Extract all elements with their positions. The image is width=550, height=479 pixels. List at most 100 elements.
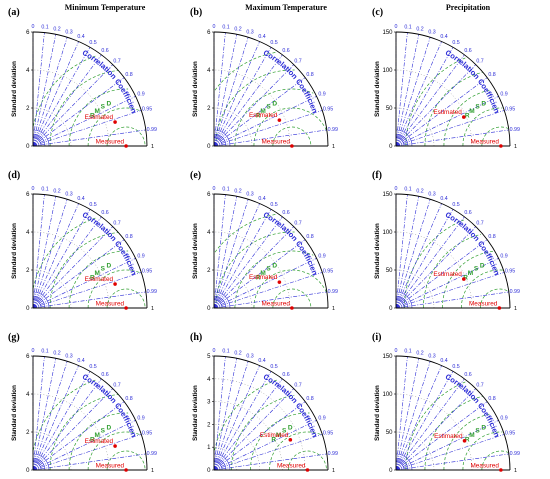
y-axis-label: Standard deviation: [374, 61, 381, 117]
rmsd-arc: [68, 412, 129, 471]
correlation-ray: [213, 371, 272, 471]
rmsd-label-char: R: [256, 275, 261, 282]
rmsd-arc: [215, 231, 295, 309]
correlation-tick: 0.95: [142, 269, 152, 275]
rmsd-label-char: R: [463, 275, 468, 282]
correlation-tick: 0.7: [476, 382, 483, 388]
corr-one-label: 1: [332, 468, 335, 474]
rmsd-label-char: S: [475, 428, 480, 435]
correlation-ray: [395, 64, 477, 147]
correlation-tick: 0.5: [270, 40, 277, 46]
rmsd-label-char: M: [95, 270, 100, 277]
correlation-tick: 0.9: [137, 416, 144, 422]
y-tick-label: 6: [207, 30, 211, 36]
correlation-tick: 0.5: [452, 364, 459, 370]
correlation-title: Correlation Coefficient: [0, 0, 502, 277]
correlation-ray: [213, 41, 260, 147]
panel-label: (e): [190, 170, 201, 181]
correlation-ray: [32, 47, 91, 147]
y-tick-label: 0: [26, 468, 30, 474]
correlation-ray: [213, 291, 327, 309]
y-tick-label: 6: [207, 192, 211, 198]
correlation-ray: [395, 110, 505, 147]
rmsd-label-char: M: [260, 108, 265, 115]
correlation-tick: 0.3: [246, 30, 253, 36]
origin-arc: [213, 291, 231, 309]
std-arc: [213, 401, 283, 471]
rmsd-arc: [442, 250, 494, 309]
correlation-tick: 0.1: [404, 187, 411, 193]
correlation-ray: [395, 216, 465, 309]
taylor-panel: (f) 0 0.1 0.2 0.3 0.4 0.5 0.6 0.7 0.8 0.9 0.95 0.99 0…: [0, 0, 520, 312]
std-arc: [213, 424, 260, 471]
rmsd-label-char: R: [465, 113, 470, 120]
correlation-tick: 0.99: [147, 289, 157, 295]
correlation-tick: 0.6: [282, 372, 289, 378]
correlation-ray: [32, 453, 146, 471]
std-arc: [395, 431, 435, 471]
estimated-label: Estimated: [85, 438, 114, 445]
correlation-ray: [213, 356, 226, 471]
correlation-tick: 0.7: [476, 58, 483, 64]
panel-label: (h): [190, 332, 202, 343]
correlation-tick: 0.99: [328, 127, 338, 133]
y-tick-label: 3: [207, 400, 211, 406]
origin-arc: [213, 453, 231, 471]
correlation-tick: 0.1: [404, 349, 411, 355]
y-axis-label: Standard deviation: [11, 61, 18, 117]
correlation-ray: [32, 361, 68, 471]
correlation-tick: 0.9: [500, 254, 507, 260]
rmsd-arc: [424, 71, 483, 147]
correlation-tick: 0.4: [77, 358, 84, 364]
rmsd-arc: [443, 413, 492, 471]
rmsd-label-char: R: [271, 437, 276, 444]
corr-one-label: 1: [514, 468, 517, 474]
std-arc: [395, 269, 435, 309]
std-arc: [213, 269, 253, 309]
correlation-ray: [32, 239, 125, 309]
rmsd-arc: [68, 88, 129, 147]
correlation-ray: [395, 356, 408, 471]
rmsd-arc: [49, 70, 119, 147]
rmsd-arc: [215, 69, 295, 147]
y-tick-label: 0: [26, 306, 30, 312]
correlation-ray: [395, 401, 488, 471]
panel-label: (f): [372, 170, 382, 181]
correlation-ray: [395, 34, 420, 147]
correlation-tick: 0.1: [404, 25, 411, 31]
correlation-ray: [213, 216, 283, 309]
y-tick-label: 1: [207, 445, 211, 451]
corr-one-label: 1: [151, 144, 154, 150]
std-arc: [32, 231, 110, 309]
correlation-tick: 0.99: [328, 289, 338, 295]
origin-arc: [32, 137, 42, 147]
correlation-tick: 0.95: [505, 431, 515, 437]
correlation-tick: 0.1: [222, 25, 229, 31]
origin-arc: [395, 291, 413, 309]
correlation-tick: 0.2: [53, 350, 60, 356]
rmsd-arc: [214, 214, 276, 253]
corr-one-label: 1: [332, 306, 335, 312]
correlation-tick: 0.7: [113, 220, 120, 226]
correlation-ray: [32, 365, 79, 471]
rmsd-arc: [87, 431, 141, 471]
correlation-tick: 0.3: [65, 354, 72, 360]
rmsd-label-char: S: [101, 104, 106, 111]
correlation-ray: [213, 365, 260, 471]
std-arc: [213, 69, 291, 147]
y-tick-label: 50: [386, 106, 393, 112]
rmsd-label-char: R: [90, 275, 95, 282]
y-tick-label: 6: [26, 30, 30, 36]
correlation-ray: [213, 209, 272, 309]
correlation-tick: 0.6: [464, 48, 471, 54]
taylor-panel: (d) 0 0.1 0.2 0.3 0.4 0.5 0.6 0.7 0.8 0.9 0.95 0.99 0…: [0, 0, 157, 312]
origin-arc: [213, 137, 223, 147]
measured-point: [290, 306, 294, 310]
correlation-ray: [32, 129, 146, 147]
correlation-tick: 0: [213, 348, 216, 354]
correlation-ray: [32, 216, 102, 309]
correlation-tick: 0.8: [306, 396, 313, 402]
correlation-tick: 0: [213, 186, 216, 192]
correlation-tick: 0.2: [53, 26, 60, 32]
std-arc: [32, 69, 110, 147]
